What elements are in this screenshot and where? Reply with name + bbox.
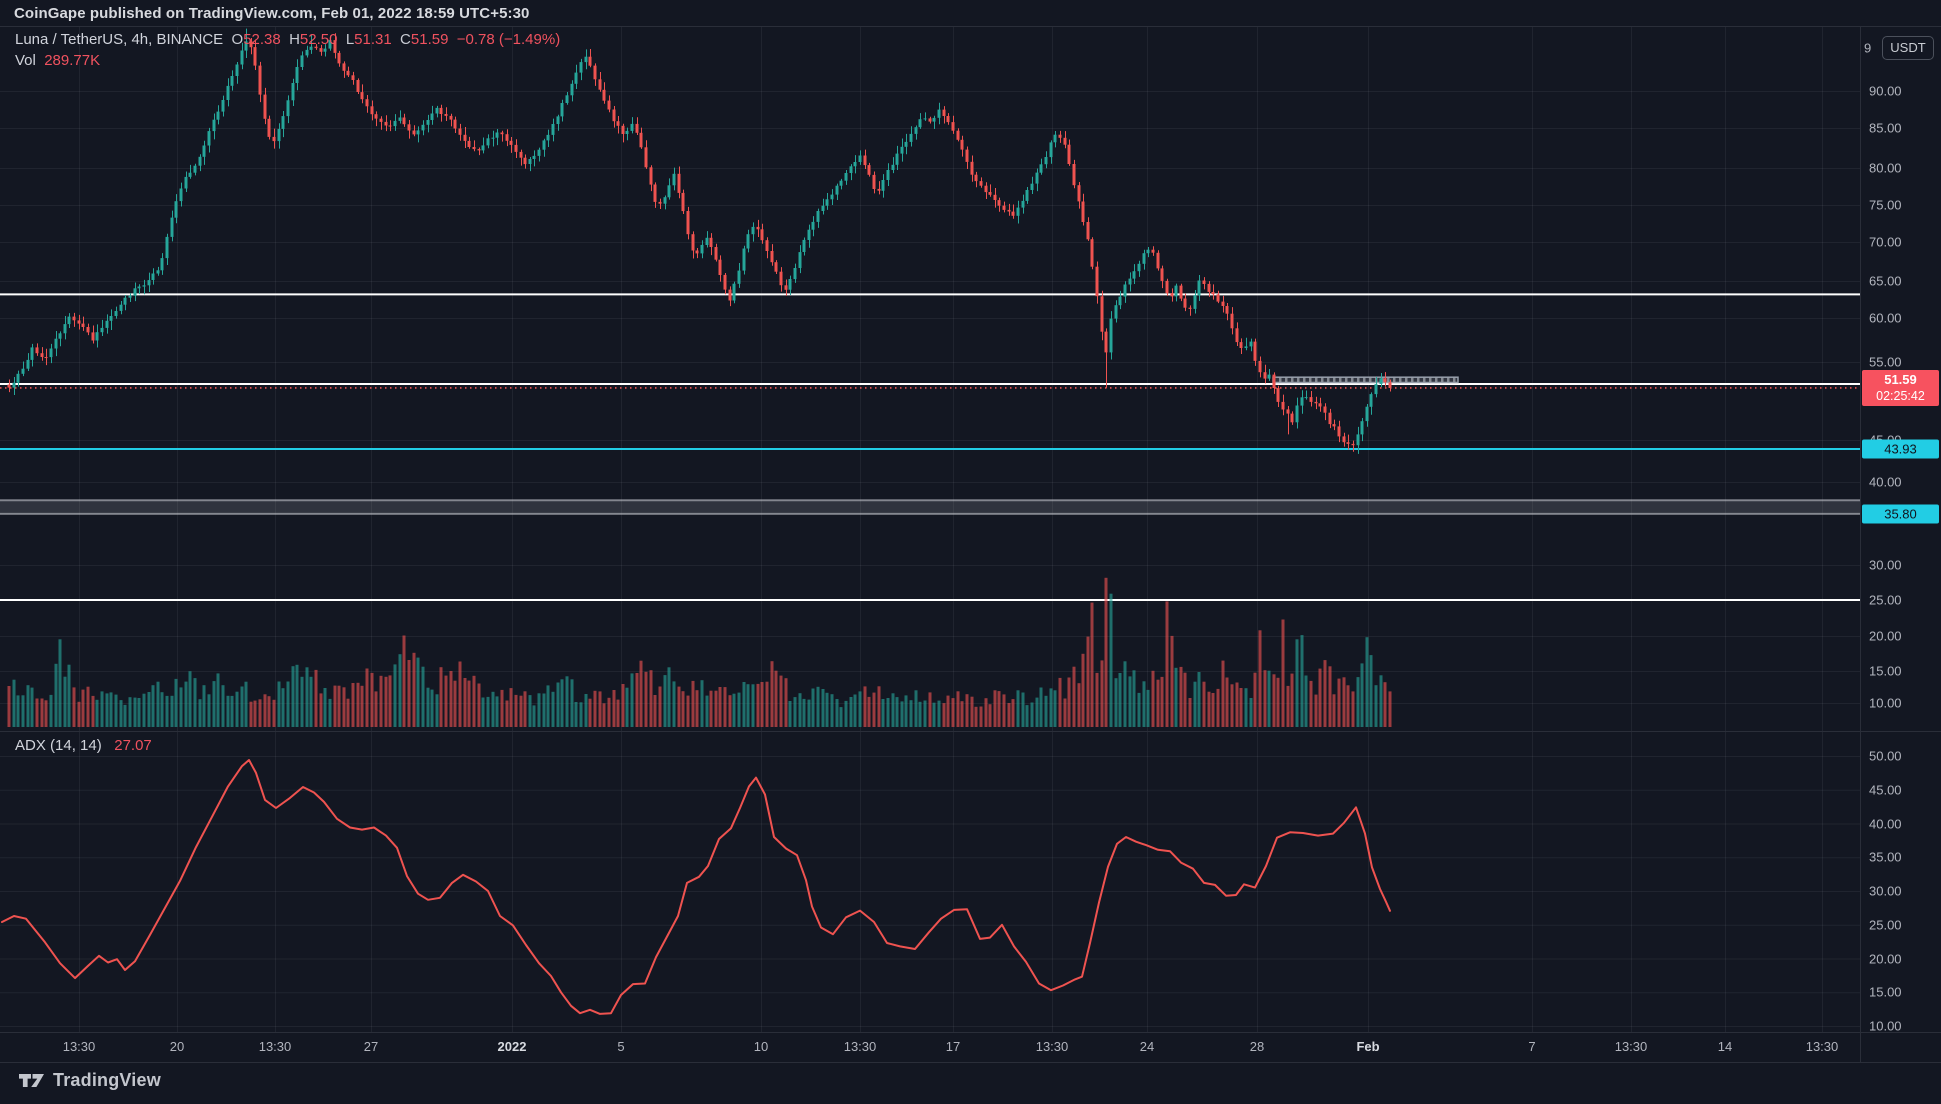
time-axis-label[interactable]: 13:30 [1614,1039,1648,1054]
adx-legend[interactable]: ADX (14, 14) 27.07 [15,737,152,754]
volume-label: Vol [15,52,36,69]
attribution-text: CoinGape published on TradingView.com, F… [14,5,530,22]
adx-label: ADX (14, 14) [15,737,102,754]
ohlc-low-label: L [345,31,355,48]
bar-countdown: 02:25:42 [1876,389,1925,403]
time-axis-label[interactable]: 2022 [497,1039,527,1054]
time-axis-label[interactable]: 20 [169,1039,185,1054]
time-axis-label[interactable]: 13:30 [1805,1039,1839,1054]
price-axis-label[interactable]: 15.00 [1869,663,1902,679]
adx-value: 27.07 [114,737,152,754]
price-axis-label[interactable]: 75.00 [1869,197,1902,213]
price-axis-label[interactable]: 60.00 [1869,310,1902,326]
price-axis-label[interactable]: 85.00 [1869,120,1902,136]
adx-axis-label[interactable]: 10.00 [1869,1018,1902,1034]
price-axis-partial-label: 9 [1864,40,1872,56]
ohlc-high-label: H [289,31,300,48]
time-axis-label[interactable]: 13:30 [843,1039,877,1054]
currency-toggle-chip[interactable]: USDT [1882,36,1934,60]
price-axis-label[interactable]: 80.00 [1869,160,1902,176]
ohlc-close-label: C [400,31,411,48]
time-axis-label[interactable]: 13:30 [1035,1039,1069,1054]
price-axis-label[interactable]: 25.00 [1869,592,1902,608]
adx-axis-label[interactable]: 15.00 [1869,984,1902,1000]
adx-axis-label[interactable]: 40.00 [1869,816,1902,831]
last-price-value: 51.59 [1884,372,1917,387]
adx-axis-label[interactable]: 25.00 [1869,917,1902,933]
time-axis-label[interactable]: 14 [1717,1039,1733,1054]
time-axis-label[interactable]: 17 [945,1039,961,1054]
adx-axis-label[interactable]: 50.00 [1869,748,1902,764]
symbol-legend[interactable]: Luna / TetherUS, 4h, BINANCE O52.38 H52.… [15,31,560,48]
price-axis-label[interactable]: 10.00 [1869,695,1902,711]
volume-value: 289.77K [44,52,101,69]
ohlc-low-value: 51.31 [354,31,392,48]
price-level-badge-3580: 35.80 [1862,504,1939,524]
time-axis-label[interactable]: 13:30 [258,1039,292,1054]
time-axis-label[interactable]: 5 [617,1039,625,1054]
time-axis-label[interactable]: 13:30 [62,1039,96,1054]
ohlc-open-label: O [231,31,244,48]
time-axis-label[interactable]: 10 [753,1039,769,1054]
time-axis-label[interactable]: Feb [1356,1039,1380,1054]
price-axis-label[interactable]: 40.00 [1869,474,1902,490]
symbol-title: Luna / TetherUS, 4h, BINANCE [15,31,224,48]
last-price-badge: 51.59 02:25:42 [1862,370,1939,406]
volume-legend[interactable]: Vol 289.77K [15,52,100,69]
ohlc-high-value: 52.50 [299,31,338,48]
price-axis-label[interactable]: 70.00 [1869,234,1902,250]
price-axis-label[interactable]: 30.00 [1869,557,1902,573]
adx-axis-label[interactable]: 45.00 [1869,782,1902,798]
price-axis-label[interactable]: 65.00 [1869,273,1902,289]
price-axis-label[interactable]: 55.00 [1869,354,1902,370]
time-axis-label[interactable]: 24 [1139,1039,1155,1054]
adx-axis-label[interactable]: 30.00 [1869,883,1902,899]
tradingview-logo-text: TradingView [53,1070,161,1090]
ohlc-open-value: 52.38 [243,31,281,48]
time-axis-label[interactable]: 27 [363,1039,379,1054]
ohlc-close-value: 51.59 [410,31,449,48]
time-axis-label[interactable]: 7 [1528,1039,1536,1054]
tradingview-logo[interactable]: TradingView [18,1070,161,1091]
price-axis-label[interactable]: 20.00 [1869,628,1902,644]
price-axis-label[interactable]: 90.00 [1869,83,1902,99]
adx-axis-label[interactable]: 35.00 [1869,849,1902,865]
tradingview-logo-icon [19,1074,44,1087]
price-level-badge-4393: 43.93 [1862,439,1939,459]
time-axis-label[interactable]: 28 [1249,1039,1265,1054]
adx-axis-label[interactable]: 20.00 [1869,951,1902,966]
change-value: −0.78 (−1.49%) [456,31,561,48]
